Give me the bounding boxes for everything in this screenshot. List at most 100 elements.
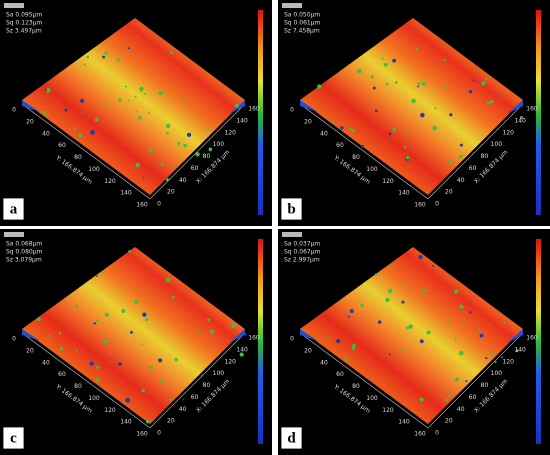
y-tick-label: 100	[366, 166, 378, 173]
speckle	[402, 283, 405, 286]
surface	[22, 247, 245, 424]
speckle	[149, 365, 153, 370]
speckle	[118, 98, 122, 102]
y-tick-label: 20	[304, 347, 312, 354]
speckle	[127, 47, 130, 50]
label-box	[280, 197, 303, 221]
speckle	[158, 358, 163, 363]
speckle	[336, 339, 341, 344]
speckle	[347, 315, 350, 318]
speckle	[422, 289, 427, 293]
speckle	[166, 131, 169, 135]
speckle	[201, 374, 204, 377]
surface-base	[21, 332, 246, 429]
speckle	[143, 92, 146, 95]
y-tick-label: 100	[366, 395, 378, 402]
y-tick-label: 80	[74, 154, 82, 161]
speckle	[104, 312, 109, 317]
y-tick-label: 40	[42, 130, 50, 137]
y-tick-label: 160	[414, 431, 426, 438]
x-tick-label: 40	[179, 177, 187, 184]
speckle	[383, 62, 388, 67]
x-tick-label: 120	[503, 358, 515, 365]
colorbar	[258, 239, 263, 444]
edge-blue	[229, 329, 245, 343]
y-tick-label: 100	[88, 166, 100, 173]
speckle	[357, 68, 362, 74]
y-tick-label: 60	[58, 371, 66, 378]
speckle	[210, 329, 214, 334]
y-tick-label: 120	[382, 407, 394, 414]
x-tick-label: 80	[481, 382, 489, 389]
x-tick-label: 60	[469, 165, 477, 172]
speckle	[42, 110, 47, 115]
x-tick-label: 120	[225, 129, 237, 136]
x-tick-label: 100	[213, 141, 225, 148]
y-tick-label: 40	[320, 130, 328, 137]
speckle	[145, 419, 150, 424]
speckle	[64, 108, 68, 112]
edge-blue	[300, 329, 318, 341]
y-tick-label: 20	[26, 118, 34, 125]
stat: Sa 0.068µm	[6, 241, 42, 248]
y-tick-label: 140	[398, 419, 410, 426]
logo	[4, 232, 24, 237]
speckle	[490, 351, 494, 355]
x-tick-label: 20	[167, 189, 175, 196]
speckle	[405, 131, 408, 134]
speckle	[352, 343, 356, 348]
speckle	[135, 110, 138, 113]
speckle	[454, 289, 459, 294]
speckle	[104, 51, 108, 55]
x-tick-label: 120	[503, 129, 515, 136]
speckle	[95, 378, 100, 383]
y-tick-label: 120	[104, 178, 116, 185]
speckle	[171, 295, 175, 299]
speckle	[417, 82, 420, 85]
x-tick-label: 80	[203, 153, 211, 160]
speckle	[105, 103, 108, 106]
speckle	[327, 337, 330, 340]
x-tick-label: 160	[526, 335, 538, 342]
speckle	[340, 126, 344, 130]
speckle	[406, 156, 410, 160]
speckle	[421, 81, 426, 86]
speckle	[206, 127, 210, 130]
panel-label: b	[287, 201, 295, 217]
stat: Sq 0.080µm	[6, 249, 43, 256]
speckle	[472, 79, 475, 82]
surface-base	[21, 103, 246, 200]
speckle	[141, 344, 144, 346]
speckle	[195, 152, 200, 157]
speckle	[96, 365, 100, 369]
speckle	[183, 100, 187, 104]
speckle	[372, 86, 376, 90]
speckle	[116, 58, 120, 62]
speckle	[78, 133, 83, 138]
speckle	[388, 132, 392, 136]
speckle	[166, 123, 171, 129]
speckle	[96, 319, 100, 323]
speckle	[381, 57, 384, 60]
speckle	[134, 95, 137, 98]
stat: Sa 0.095µm	[6, 12, 42, 19]
y-tick-label: 60	[336, 142, 344, 149]
speckle	[432, 125, 438, 131]
y-tick-label: 160	[136, 202, 148, 209]
x-tick-label: 0	[435, 201, 439, 208]
speckle	[403, 146, 407, 149]
x-tick-label: 100	[491, 141, 503, 148]
speckle	[445, 398, 449, 402]
speckle	[477, 328, 480, 331]
speckle	[165, 277, 171, 283]
speckle	[186, 132, 192, 138]
y-tick-label: 120	[382, 178, 394, 185]
speckle	[401, 349, 404, 352]
x-tick-label: 100	[491, 370, 503, 377]
speckle	[392, 127, 396, 132]
speckle	[140, 359, 143, 362]
colorbar	[536, 239, 541, 444]
speckle	[75, 349, 78, 352]
speckle	[96, 275, 98, 277]
